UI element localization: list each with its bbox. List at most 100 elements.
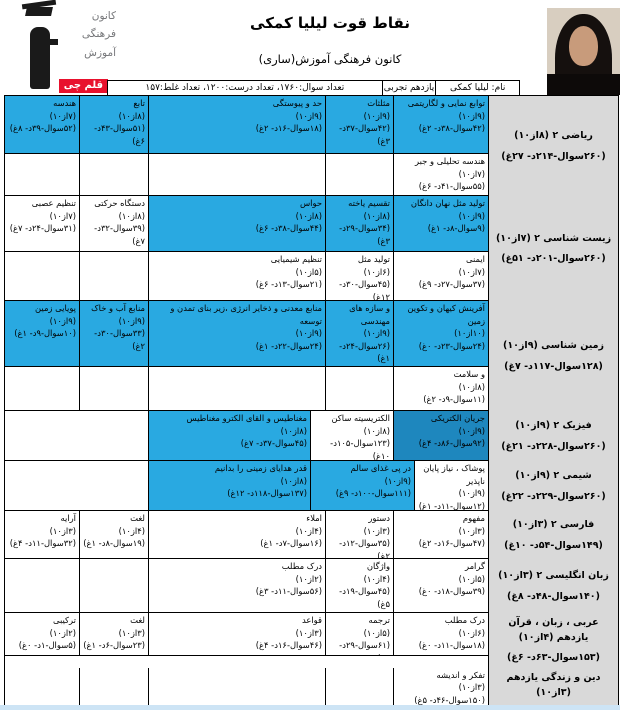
topic-stats: (۴۲سوال-۳۸د- ۲غ) — [418, 123, 485, 134]
topic-score: (۶از۱۰) — [458, 627, 485, 638]
topic-title: تنظیم عصبی — [31, 198, 76, 208]
topic-cell: املاء (۴از۱۰) (۱۶سوال-۷د- ۱غ) — [149, 511, 326, 558]
topic-title: هندسه — [53, 98, 76, 108]
topic-cell: تولید مثل (۶از۱۰) (۴۵سوال-۳۰د- ۱۲غ) — [326, 252, 394, 300]
subject-title: شیمی ۲ (۹از۱۰) — [515, 470, 592, 482]
topic-title: املاء — [306, 513, 322, 523]
subject-title: عربی ، زبان ، قرآن یازدهم (۴از۱۰) — [508, 617, 599, 644]
topic-stats: (۴۵سوال-۳۷د- ۷غ) — [240, 438, 307, 449]
student-name: نام: لیلیا کمکی — [449, 83, 506, 93]
topic-subrow: مفهوم (۳از۱۰) (۴۷سوال-۱۶د- ۲غ) دستور (۳از۱۰)… — [5, 511, 488, 559]
topic-title: ترکیبی — [53, 615, 76, 625]
empty-cell — [5, 411, 149, 460]
empty-cell — [5, 461, 149, 510]
topic-cell: تنظیم عصبی (۷از۱۰) (۳۱سوال-۲۴د- ۷غ) — [5, 196, 80, 251]
topic-cell: مثلثات (۹از۱۰) (۴۲سوال-۳۷د- ۳غ) — [326, 96, 394, 153]
topic-score: (۹از۱۰) — [118, 315, 145, 326]
topic-title: واژگان — [366, 561, 390, 571]
subject-cell: عربی ، زبان ، قرآن یازدهم (۴از۱۰) (۱۵۳سوا… — [488, 613, 618, 668]
topic-cell: درک مطلب (۲از۱۰) (۵۶سوال-۱۱د- ۳غ) — [149, 559, 326, 612]
shoulders-shape — [547, 74, 620, 95]
topic-subrow: درک مطلب (۶از۱۰) (۱۸سوال-۱۱د- ۰غ) ترجمه (۵از… — [5, 613, 488, 656]
topic-stats: (۲۳سوال-۶د- ۱غ) — [83, 640, 145, 651]
topic-score: (۸از۱۰) — [280, 425, 307, 436]
topic-stats: (۲۴سوال-۲۳د- ۰غ) — [418, 340, 485, 351]
topic-score: (۴از۱۰) — [295, 525, 322, 536]
topic-stats: (۱۲سوال-۱۱د- ۱غ) — [418, 500, 485, 510]
subject-row: فارسی ۲ (۳از۱۰) (۱۴۹سوال-۵۴د- ۱۰غ) مفهوم (۳… — [5, 511, 618, 559]
empty-cell — [149, 667, 326, 710]
topic-score: (۸از۱۰) — [458, 381, 485, 392]
topic-score: (۵از۱۰) — [458, 573, 485, 584]
topic-stats: (۴۵سوال-۱۹د- ۵غ) — [339, 586, 390, 609]
subject-stats: (۱۴۰سوال-۴۸د- ۸غ) — [507, 590, 600, 602]
topic-title: ایمنی — [465, 254, 485, 264]
topic-title: جریان الکتریکی — [430, 413, 485, 423]
topic-score: (۶از۱۰) — [363, 266, 390, 277]
topics-area: درک مطلب (۶از۱۰) (۱۸سوال-۱۱د- ۰غ) ترجمه (۵از… — [5, 613, 488, 668]
topic-subrow: و سلامت (۸از۱۰) (۱۱سوال-۹د- ۲غ) — [5, 366, 488, 411]
topic-score: (۷از۱۰) — [49, 210, 76, 221]
topic-score: (۳از۱۰) — [458, 682, 485, 693]
totals-summary: تعداد سوال:۱۷۶۰، تعداد درست:۱۲۰۰، تعداد … — [108, 81, 383, 96]
subject-cell: شیمی ۲ (۹از۱۰) (۲۶۰سوال-۲۲۹د- ۲۲غ) — [488, 461, 618, 511]
topic-cell: مفهوم (۳از۱۰) (۴۷سوال-۱۶د- ۲غ) — [394, 511, 488, 558]
topic-stats: (۴۲سوال-۳۷د- ۳غ) — [339, 123, 390, 146]
topic-title: مغناطیس و القای الکترو مغناطیس — [186, 413, 307, 423]
topic-cell: تفکر و اندیشه (۳از۱۰) (۱۵۰سوال-۴۶د- ۵غ) — [394, 668, 488, 710]
subject-row: زمین شناسی (۹از۱۰) (۱۲۸سوال-۱۱۷د- ۷غ) آفری… — [5, 301, 618, 411]
topic-stats: (۳۱سوال-۲۴د- ۷غ) — [9, 223, 76, 234]
topic-score: (۹از۱۰) — [363, 110, 390, 121]
topic-stats: (۱۱۱سوال-۱۰۰د- ۹غ) — [335, 488, 411, 499]
topics-area: آفرینش کیهان و تکوین زمین (۱۰از۱۰) (۲۴سوال… — [5, 301, 488, 411]
topic-cell: ترجمه (۵از۱۰) (۶۱سوال-۲۹د- ۱غ) — [326, 613, 394, 655]
subject-cell: دین و زندگی یازدهم (۳از۱۰)(۱۵۰سوال-۴۶د- … — [488, 667, 618, 710]
subject-title: دین و زندگی یازدهم (۳از۱۰) — [506, 671, 601, 698]
empty-cell — [5, 252, 80, 300]
topic-score: (۹از۱۰) — [458, 425, 485, 436]
topic-cell: آفرینش کیهان و تکوین زمین (۱۰از۱۰) (۲۴سوال… — [394, 301, 488, 366]
empty-cell — [80, 252, 149, 300]
subject-row: ریاضی ۲ (۸از۱۰) (۲۶۰سوال-۲۱۴د- ۲۷غ) توابع … — [5, 96, 618, 196]
topic-stats: (۹سوال-۸د- ۱غ) — [427, 223, 485, 234]
empty-cell — [149, 367, 326, 410]
topics-area: تولید مثل نهان دانگان (۹از۱۰) (۹سوال-۸د- ۱… — [5, 196, 488, 301]
topic-cell: قواعد (۳از۱۰) (۴۶سوال-۱۶د- ۴غ) — [149, 613, 326, 655]
topic-subrow: هندسه تحلیلی و جبر (۷از۱۰) (۵۵سوال-۴۱د- ۶غ… — [5, 153, 488, 196]
empty-cell — [5, 559, 80, 612]
topic-score: (۸از۱۰) — [280, 475, 307, 486]
topic-title: تولید مثل — [357, 254, 390, 264]
topic-title: قواعد — [301, 615, 322, 625]
topic-cell: لغت (۳از۱۰) (۲۳سوال-۶د- ۱غ) — [80, 613, 149, 655]
topic-title: پوشاک ، نیاز پایان ناپذیر — [423, 463, 485, 486]
subject-cell: فیزیک ۲ (۹از۱۰) (۲۶۰سوال-۲۲۸د- ۲۱غ) — [488, 411, 618, 461]
topic-title: تابع — [133, 98, 145, 108]
page-title: نقاط قوت لیلیا کمکی — [250, 14, 410, 32]
topic-stats: (۱۱سوال-۹د- ۲غ) — [423, 394, 485, 405]
topic-cell: درک مطلب (۶از۱۰) (۱۸سوال-۱۱د- ۰غ) — [394, 613, 488, 655]
empty-cell — [80, 667, 149, 710]
topic-title: درک مطلب — [281, 561, 322, 571]
topic-score: (۸از۱۰) — [118, 210, 145, 221]
topic-subrow: آفرینش کیهان و تکوین زمین (۱۰از۱۰) (۲۴سوال… — [5, 301, 488, 366]
topic-stats: (۶۱سوال-۲۹د- ۱غ) — [339, 640, 390, 655]
topic-score: (۹از۱۰) — [458, 210, 485, 221]
topic-cell: واژگان (۴از۱۰) (۴۵سوال-۱۹د- ۵غ) — [326, 559, 394, 612]
topic-score: (۹از۱۰) — [49, 315, 76, 326]
empty-cell — [5, 154, 80, 195]
empty-cell — [149, 154, 326, 195]
topic-title: تفکر و اندیشه — [436, 669, 485, 680]
topic-title: لغت — [130, 615, 145, 625]
topics-area: پوشاک ، نیاز پایان ناپذیر (۹از۱۰) (۱۲سوال-… — [5, 461, 488, 511]
topic-cell: الکتریسیته ساکن (۸از۱۰) (۱۲۳سوال-۱۰۵د- ۱۰غ… — [311, 411, 394, 460]
student-photo — [547, 8, 620, 95]
empty-cell — [326, 154, 394, 195]
topic-cell: قدر هدایای زمینی را بدانیم (۸از۱۰) (۱۳۷سوا… — [149, 461, 311, 510]
topic-title: تنظیم شیمیایی — [270, 254, 322, 264]
topic-cell: و سلامت (۸از۱۰) (۱۱سوال-۹د- ۲غ) — [394, 367, 488, 410]
subject-row: زیست شناسی ۲ (۷از۱۰) (۲۶۰سوال-۲۰۱د- ۵۱غ) ت… — [5, 196, 618, 301]
topic-score: (۷از۱۰) — [458, 168, 485, 179]
subject-stats: (۱۴۹سوال-۵۴د- ۱۰غ) — [504, 539, 603, 551]
subject-stats: (۲۶۰سوال-۲۰۱د- ۵۱غ) — [501, 253, 606, 264]
topic-stats: (۳۵سوال-۱۲د- ۲غ) — [339, 538, 390, 558]
